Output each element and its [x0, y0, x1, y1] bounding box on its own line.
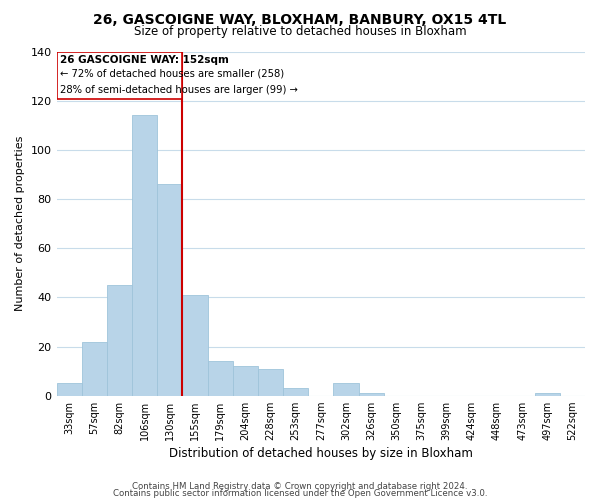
Bar	[258, 368, 283, 396]
Text: Size of property relative to detached houses in Bloxham: Size of property relative to detached ho…	[134, 25, 466, 38]
Bar	[334, 384, 359, 396]
Bar	[157, 184, 182, 396]
Bar	[107, 285, 132, 396]
Bar	[132, 116, 157, 396]
Text: 26, GASCOIGNE WAY, BLOXHAM, BANBURY, OX15 4TL: 26, GASCOIGNE WAY, BLOXHAM, BANBURY, OX1…	[94, 12, 506, 26]
Bar	[182, 295, 208, 396]
Text: 26 GASCOIGNE WAY: 152sqm: 26 GASCOIGNE WAY: 152sqm	[61, 55, 229, 65]
Bar	[535, 393, 560, 396]
FancyBboxPatch shape	[56, 52, 182, 100]
Bar	[208, 362, 233, 396]
Bar	[56, 384, 82, 396]
Text: ← 72% of detached houses are smaller (258): ← 72% of detached houses are smaller (25…	[61, 68, 284, 78]
Text: Contains public sector information licensed under the Open Government Licence v3: Contains public sector information licen…	[113, 489, 487, 498]
Bar	[359, 393, 383, 396]
Text: Contains HM Land Registry data © Crown copyright and database right 2024.: Contains HM Land Registry data © Crown c…	[132, 482, 468, 491]
Y-axis label: Number of detached properties: Number of detached properties	[15, 136, 25, 312]
Text: 28% of semi-detached houses are larger (99) →: 28% of semi-detached houses are larger (…	[61, 84, 298, 94]
Bar	[233, 366, 258, 396]
Bar	[283, 388, 308, 396]
X-axis label: Distribution of detached houses by size in Bloxham: Distribution of detached houses by size …	[169, 447, 473, 460]
Bar	[82, 342, 107, 396]
